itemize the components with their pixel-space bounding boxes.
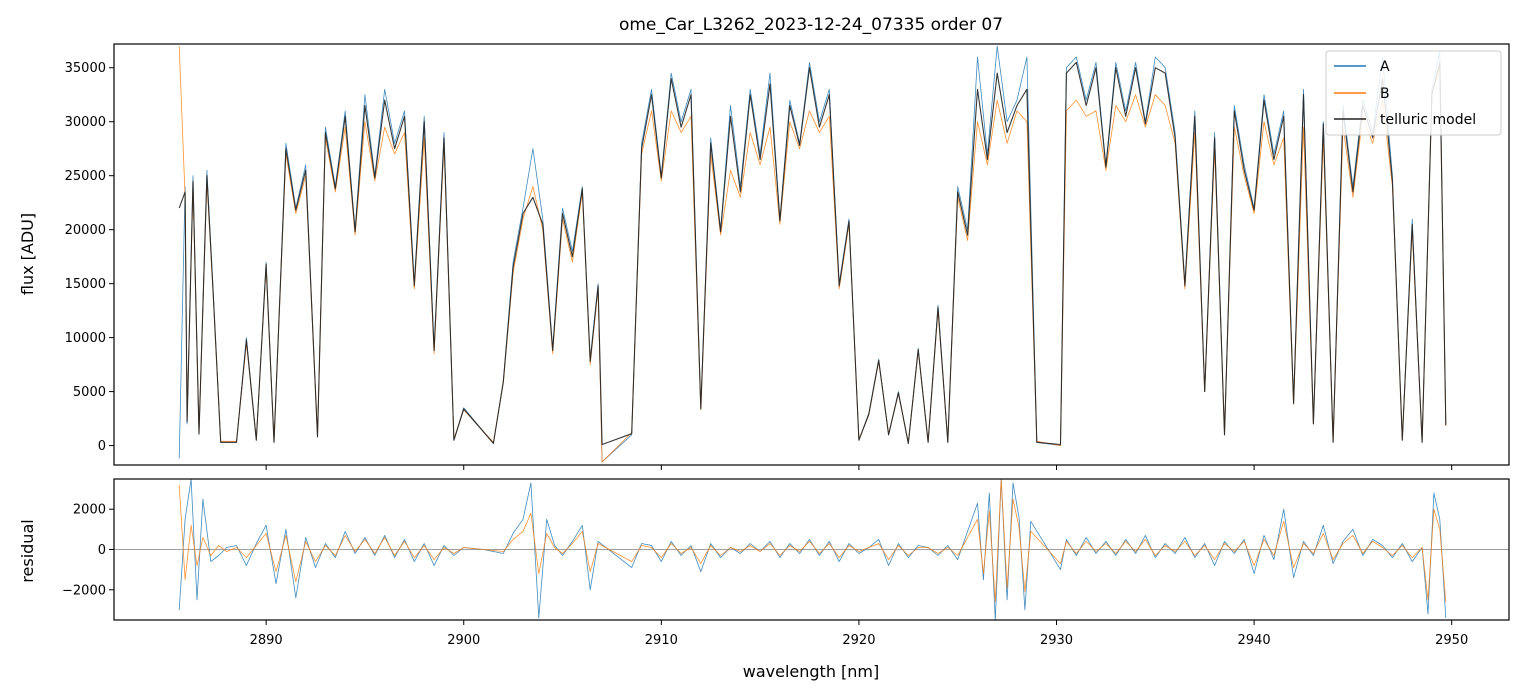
x-tick-label: 2940 (1238, 633, 1271, 648)
residual-y-tick-label: −2000 (62, 583, 106, 598)
residual-y-ticks: −2000 0 2000 (62, 503, 114, 598)
flux-y-tick-label: 5000 (73, 385, 106, 400)
series-line-b (178, 479, 1447, 603)
flux-y-tick-label: 25000 (65, 169, 106, 184)
series-line-telluric-model (178, 61, 1447, 446)
x-tick-label: 2900 (447, 633, 480, 648)
x-tick-label: 2920 (842, 633, 875, 648)
flux-x-ticks (265, 465, 1453, 470)
chart-title: ome_Car_L3262_2023-12-24_07335 order 07 (619, 15, 1003, 35)
legend: A B telluric model (1325, 50, 1502, 136)
flux-y-tick-label: 10000 (65, 331, 106, 346)
legend-label-a: A (1380, 59, 1390, 75)
residual-plot-area (178, 479, 1447, 620)
residual-x-ticks: 2890 2900 2910 2920 2930 2940 2950 (250, 620, 1468, 648)
legend-label-b: B (1380, 86, 1390, 102)
x-tick-label: 2890 (250, 633, 283, 648)
residual-y-tick-label: 2000 (73, 503, 106, 518)
flux-y-tick-label: 0 (98, 439, 106, 454)
flux-y-tick-label: 15000 (65, 277, 106, 292)
flux-axes-frame (113, 43, 1510, 466)
x-tick-label: 2950 (1435, 633, 1468, 648)
residual-y-tick-label: 0 (98, 543, 106, 558)
legend-label-model: telluric model (1380, 112, 1476, 128)
flux-panel: 0 5000 10000 15000 20000 25000 30000 35000 flux… (18, 43, 1510, 470)
flux-y-ticks: 0 5000 10000 15000 20000 25000 30000 35000 (65, 61, 114, 454)
x-tick-label: 2930 (1040, 633, 1073, 648)
series-line-a (178, 45, 1447, 463)
flux-y-tick-label: 35000 (65, 61, 106, 76)
flux-y-tick-label: 20000 (65, 223, 106, 238)
x-axis-label: wavelength [nm] (743, 662, 880, 681)
residual-y-axis-label: residual (18, 519, 37, 582)
flux-y-axis-label: flux [ADU] (18, 213, 37, 295)
x-tick-label: 2910 (645, 633, 678, 648)
flux-plot-area (178, 45, 1447, 463)
flux-y-tick-label: 30000 (65, 115, 106, 130)
legend-box (1325, 50, 1502, 136)
series-line-b (178, 46, 1447, 463)
